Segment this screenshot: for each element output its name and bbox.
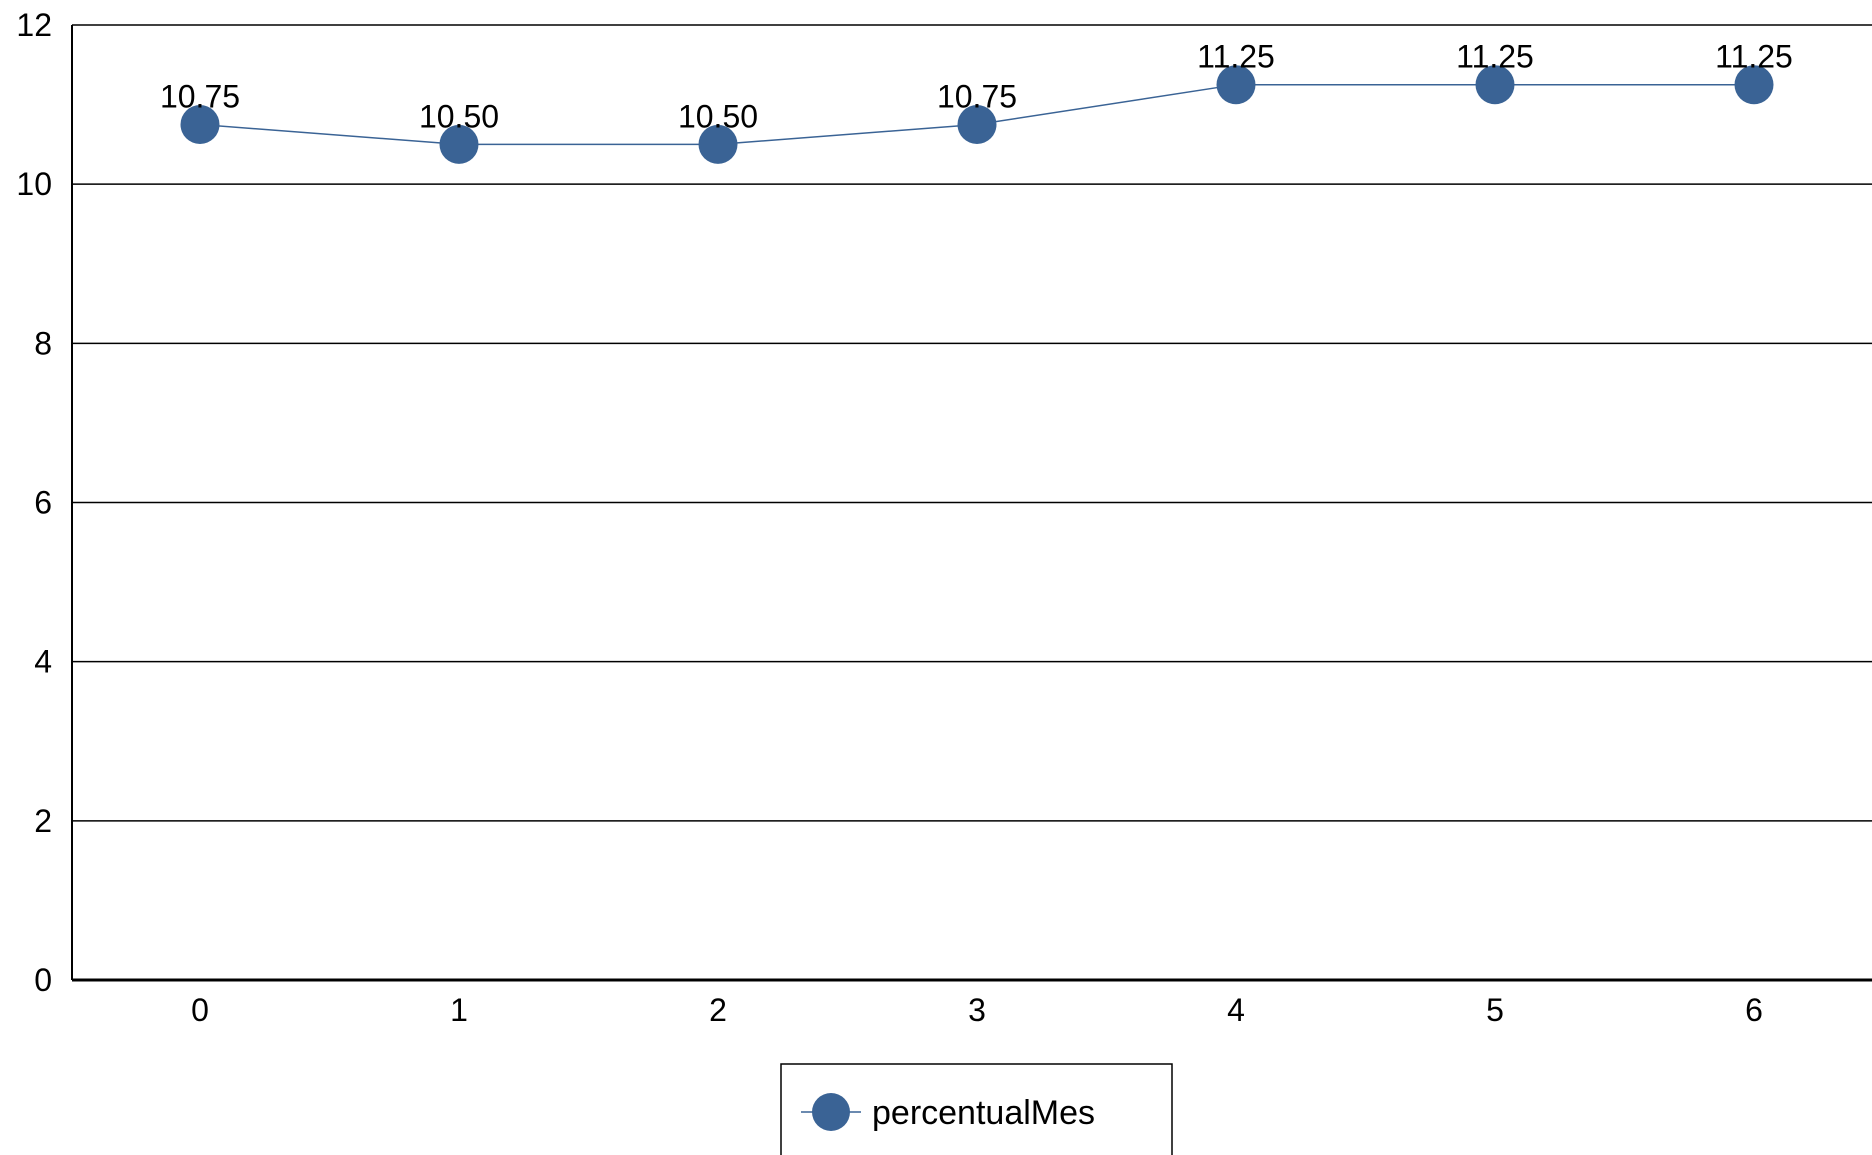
legend: percentualMes bbox=[780, 1063, 1173, 1155]
legend-label: percentualMes bbox=[872, 1094, 1095, 1132]
data-label: 10.50 bbox=[678, 98, 758, 134]
x-tick-label: 1 bbox=[450, 992, 468, 1028]
y-tick-label: 4 bbox=[34, 644, 52, 680]
data-point bbox=[957, 104, 997, 144]
data-point bbox=[698, 124, 738, 164]
data-label: 11.25 bbox=[1197, 39, 1275, 75]
data-label: 10.75 bbox=[160, 78, 240, 114]
y-tick-label: 0 bbox=[34, 962, 52, 998]
data-point bbox=[1734, 65, 1774, 105]
x-tick-label: 4 bbox=[1227, 992, 1245, 1028]
x-tick-label: 6 bbox=[1745, 992, 1763, 1028]
data-point bbox=[1475, 65, 1515, 105]
y-tick-label: 8 bbox=[34, 325, 52, 361]
x-tick-label: 5 bbox=[1486, 992, 1504, 1028]
y-tick-label: 10 bbox=[16, 166, 52, 202]
y-axis-ticks: 0 2 4 6 8 10 12 bbox=[16, 7, 52, 998]
data-label: 10.75 bbox=[937, 78, 1017, 114]
axes bbox=[71, 25, 1872, 982]
data-label: 11.25 bbox=[1715, 39, 1793, 75]
x-tick-label: 0 bbox=[191, 992, 209, 1028]
data-point bbox=[1216, 65, 1256, 105]
legend-marker bbox=[812, 1093, 850, 1131]
data-label: 11.25 bbox=[1456, 39, 1534, 75]
x-tick-label: 3 bbox=[968, 992, 986, 1028]
data-label: 10.50 bbox=[419, 98, 499, 134]
data-point bbox=[439, 124, 479, 164]
data-point bbox=[180, 104, 220, 144]
gridlines bbox=[72, 24, 1872, 822]
y-tick-label: 2 bbox=[34, 803, 52, 839]
x-tick-label: 2 bbox=[709, 992, 727, 1028]
y-tick-label: 6 bbox=[34, 485, 52, 521]
x-axis-ticks: 0 1 2 3 4 5 6 bbox=[191, 992, 1763, 1028]
y-tick-label: 12 bbox=[16, 7, 52, 43]
series: 10.75 10.50 10.50 10.75 11.25 11.25 11.25 bbox=[160, 39, 1793, 164]
